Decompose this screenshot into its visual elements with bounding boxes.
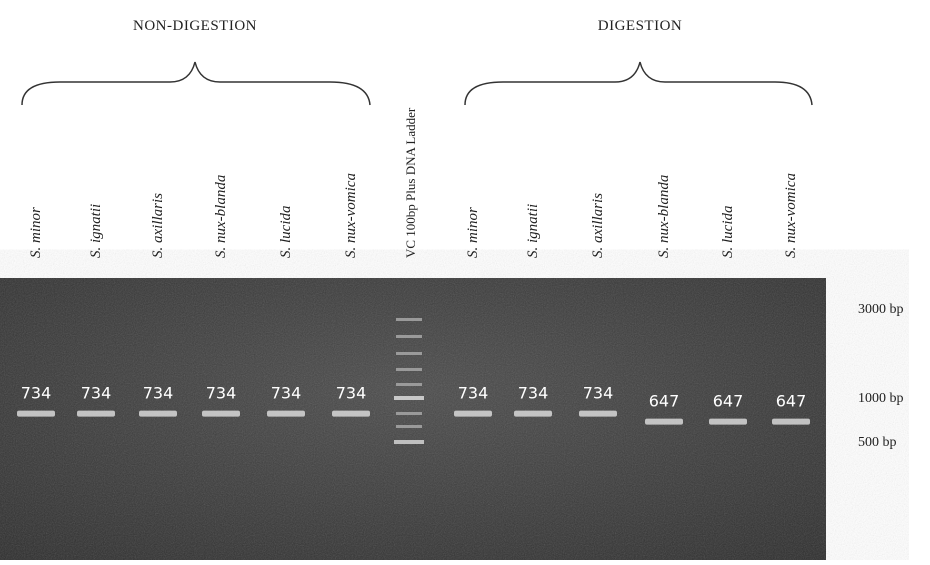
lane-label: S. nux-vomica (343, 173, 359, 258)
lane-label: S. nux-vomica (783, 173, 799, 258)
size-marker: 500 bp (858, 435, 897, 450)
lane-label: S. ignatii (525, 204, 541, 258)
lane-label: S. nux-blanda (656, 175, 672, 258)
band-label: 734 (583, 384, 614, 403)
band-label: 734 (81, 384, 112, 403)
lane-label: S. axillaris (150, 193, 166, 258)
lane-label: S. nux-blanda (213, 175, 229, 258)
size-marker: 1000 bp (858, 391, 904, 406)
band (77, 411, 115, 417)
band (332, 411, 370, 417)
band-label: 647 (776, 392, 807, 411)
band (202, 411, 240, 417)
band (17, 411, 55, 417)
brace (465, 62, 812, 105)
band (454, 411, 492, 417)
band (267, 411, 305, 417)
band (772, 419, 810, 425)
band-label: 734 (458, 384, 489, 403)
band (514, 411, 552, 417)
band (139, 411, 177, 417)
lane-label: S. lucida (278, 206, 294, 259)
band-label: 734 (21, 384, 52, 403)
band-label: 647 (649, 392, 680, 411)
lane-label: S. ignatii (88, 204, 104, 258)
band-label: 647 (713, 392, 744, 411)
size-marker: 3000 bp (858, 302, 904, 317)
band-label: 734 (518, 384, 549, 403)
group-title: DIGESTION (598, 18, 683, 34)
band-label: 734 (336, 384, 367, 403)
group-title: NON-DIGESTION (133, 18, 257, 34)
band-label: 734 (206, 384, 237, 403)
lane-label: S. minor (465, 207, 481, 258)
brace (22, 62, 370, 105)
lane-label: VC 100bp Plus DNA Ladder (403, 107, 418, 258)
band (579, 411, 617, 417)
band (645, 419, 683, 425)
band-label: 734 (143, 384, 174, 403)
gel-figure: NON-DIGESTION DIGESTION 3000 bp 1000 bp 50… (0, 0, 930, 560)
band (709, 419, 747, 425)
band-label: 734 (271, 384, 302, 403)
lane-label: S. lucida (720, 206, 736, 259)
lane-label: S. minor (28, 207, 44, 258)
lane-label: S. axillaris (590, 193, 606, 258)
